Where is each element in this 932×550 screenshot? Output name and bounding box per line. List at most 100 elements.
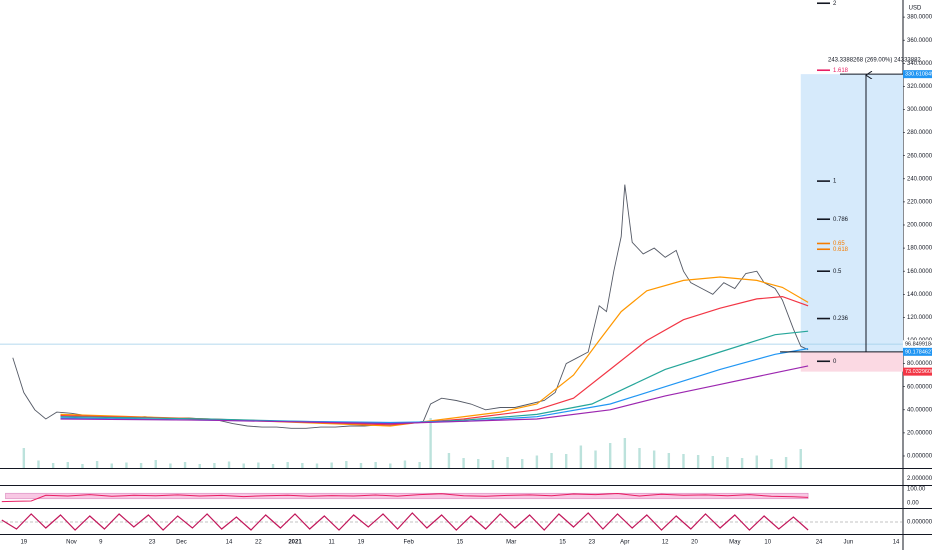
volume-bar	[286, 462, 289, 468]
volume-bar	[565, 454, 568, 468]
volume	[22, 418, 802, 468]
entry-badge	[903, 347, 932, 356]
y-tick-label: 140.0000000	[907, 292, 932, 298]
volume-bar	[345, 461, 348, 468]
volume-bar	[22, 448, 26, 468]
volume-bar	[638, 448, 641, 468]
y-tick-label: 80.0000000	[907, 361, 932, 367]
loss-zone	[800, 351, 903, 372]
x-tick-label: 14	[893, 540, 900, 546]
volume-bar	[227, 461, 231, 468]
volume-bar	[477, 459, 480, 468]
volume-bar	[95, 461, 99, 468]
volume-bar	[652, 450, 656, 468]
last-price-badge	[903, 340, 932, 349]
volume-bar	[579, 445, 583, 468]
x-tick-label: 15	[457, 540, 464, 546]
position-layer	[800, 74, 903, 372]
volume-bar	[608, 443, 612, 468]
x-tick-label: 10	[764, 540, 771, 546]
x-tick-label: 2021	[288, 540, 302, 546]
volume-bar	[506, 457, 509, 468]
fib-label: 1.618	[833, 68, 849, 74]
y-tick-label: 260.0000000	[907, 153, 932, 159]
x-tick-label: 14	[226, 540, 233, 546]
volume-bar	[81, 464, 84, 468]
volume-bar	[271, 464, 275, 468]
volume-bar	[403, 460, 407, 468]
volume-bar	[491, 460, 495, 468]
volume-bar	[154, 460, 157, 468]
y-tick-label: 240.0000000	[907, 176, 932, 182]
volume-bar	[755, 455, 758, 468]
y-tick-label: 20.0000000	[907, 430, 932, 436]
y-tick-label: 0.0000000	[907, 520, 932, 526]
x-tick-label: 19	[358, 540, 365, 546]
volume-bar	[315, 463, 319, 468]
volume-bar	[139, 463, 143, 468]
x-tick-label: Feb	[403, 540, 414, 546]
y-tick-label: 0.0000000	[907, 454, 932, 460]
x-tick-label: 20	[691, 540, 698, 546]
y-tick-label: 0.00	[907, 501, 919, 507]
volume-bar	[594, 450, 597, 468]
x-tick-label: 15	[559, 540, 566, 546]
volume-bar	[784, 457, 788, 468]
volume-bar	[257, 462, 260, 468]
price-line	[12, 184, 809, 429]
x-tick-label: May	[729, 540, 740, 546]
oscillator-line	[1, 512, 809, 531]
y-tick-label: 340.0000000	[907, 61, 932, 67]
fib-label: 0.786	[833, 217, 849, 223]
fib-label: 0.236	[833, 316, 849, 322]
volume-bar	[682, 454, 685, 468]
y-tick-label: 40.0000000	[907, 407, 932, 413]
volume-bar	[550, 453, 553, 468]
volume-bar	[37, 460, 40, 468]
x-tick-label: Apr	[620, 540, 629, 546]
volume-bar	[242, 463, 245, 468]
x-tick-label: 19	[20, 540, 27, 546]
y-tick-label: 200.0000000	[907, 223, 932, 229]
x-tick-label: Nov	[66, 540, 77, 546]
volume-bar	[429, 418, 432, 468]
volume-bar	[213, 463, 216, 468]
x-tick-label: 24	[816, 540, 823, 546]
volume-bar	[623, 438, 627, 468]
x-tick-label: 23	[589, 540, 596, 546]
volume-bar	[125, 462, 128, 468]
y-tick-label: 180.0000000	[907, 246, 932, 252]
volume-bar	[198, 464, 201, 468]
volume-bar	[418, 462, 421, 468]
volume-bar	[667, 453, 671, 468]
y-tick-label: 60.0000000	[907, 384, 932, 390]
moving-average	[60, 276, 809, 427]
fib-label: 2	[833, 1, 837, 7]
target-label: 330.6108495	[905, 72, 932, 78]
rsi-line	[1, 492, 809, 503]
fib-label: 0.5	[833, 269, 842, 275]
x-tick-label: 22	[255, 540, 262, 546]
measure-annotation: 243.3388268 (269.00%) 24333882	[828, 58, 921, 64]
fib-label: 0.65	[833, 241, 845, 247]
x-tick-label: 9	[99, 540, 103, 546]
x-tick-label: Mar	[506, 540, 516, 546]
volume-bar	[740, 458, 744, 468]
currency-label: USD	[909, 6, 922, 12]
y-tick-label: 320.0000000	[907, 84, 932, 90]
volume-bar	[389, 463, 392, 468]
volume-bar	[447, 453, 451, 468]
y-tick-label: 220.0000000	[907, 199, 932, 205]
entry-label: 90.1784627	[905, 349, 932, 355]
volume-bar	[535, 455, 539, 468]
fib-label: 1	[833, 179, 837, 185]
volume-bar	[374, 462, 377, 468]
volume-bar	[51, 463, 55, 468]
volume-bar	[110, 463, 113, 468]
volume-bar	[770, 459, 773, 468]
stop-badge	[903, 367, 932, 376]
volume-bar	[169, 463, 172, 468]
volume-bar	[359, 463, 363, 468]
